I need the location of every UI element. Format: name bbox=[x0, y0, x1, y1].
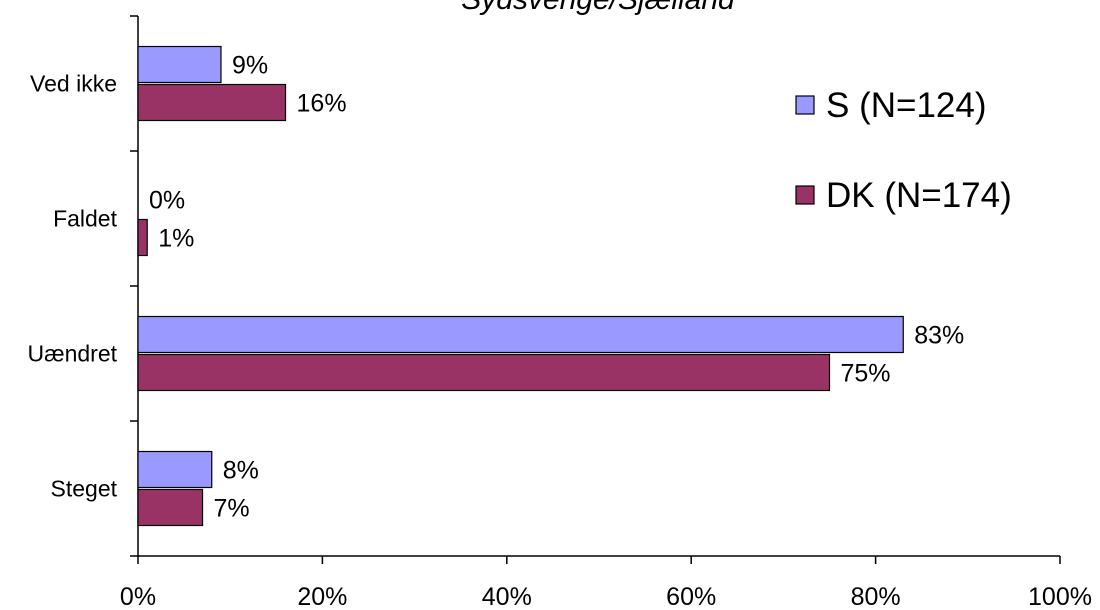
bar bbox=[137, 488, 204, 527]
data-label: 83% bbox=[914, 322, 964, 350]
data-label: 7% bbox=[214, 495, 250, 523]
chart-title: Sydsverige/Sjælland bbox=[461, 0, 736, 16]
bar bbox=[137, 353, 831, 392]
axes: 0% 20% 40% 60% 80% 100% Ved ikke Faldet Uændret S… bbox=[28, 15, 1092, 610]
data-label: 0% bbox=[149, 187, 185, 215]
x-tick-label: 20% bbox=[297, 583, 347, 610]
bars: 9% 16% 0% 1% 83% 75% 8% 7% bbox=[137, 45, 964, 527]
data-label: 75% bbox=[841, 360, 891, 388]
x-tick-label: 0% bbox=[120, 583, 156, 610]
data-label: 9% bbox=[232, 52, 268, 80]
bar bbox=[137, 83, 287, 122]
category-label: Steget bbox=[51, 476, 118, 502]
category-label: Ved ikke bbox=[30, 71, 117, 97]
bar bbox=[137, 45, 222, 84]
category-label: Uændret bbox=[28, 341, 118, 367]
legend-swatch bbox=[795, 95, 815, 115]
bar bbox=[137, 315, 904, 354]
data-label: 8% bbox=[223, 457, 259, 485]
data-label: 1% bbox=[158, 225, 194, 253]
x-tick-label: 60% bbox=[666, 583, 716, 610]
bar bbox=[137, 218, 148, 257]
bar bbox=[137, 450, 213, 489]
category-label: Faldet bbox=[53, 206, 118, 232]
x-tick-label: 40% bbox=[482, 583, 532, 610]
legend: S (N=124) DK (N=174) bbox=[795, 86, 1012, 215]
x-tick-label: 80% bbox=[851, 583, 901, 610]
legend-entry: DK (N=174) bbox=[826, 176, 1012, 215]
data-label: 16% bbox=[297, 90, 347, 118]
x-tick-label: 100% bbox=[1028, 583, 1092, 610]
legend-swatch bbox=[795, 185, 815, 205]
legend-entry: S (N=124) bbox=[826, 86, 987, 125]
